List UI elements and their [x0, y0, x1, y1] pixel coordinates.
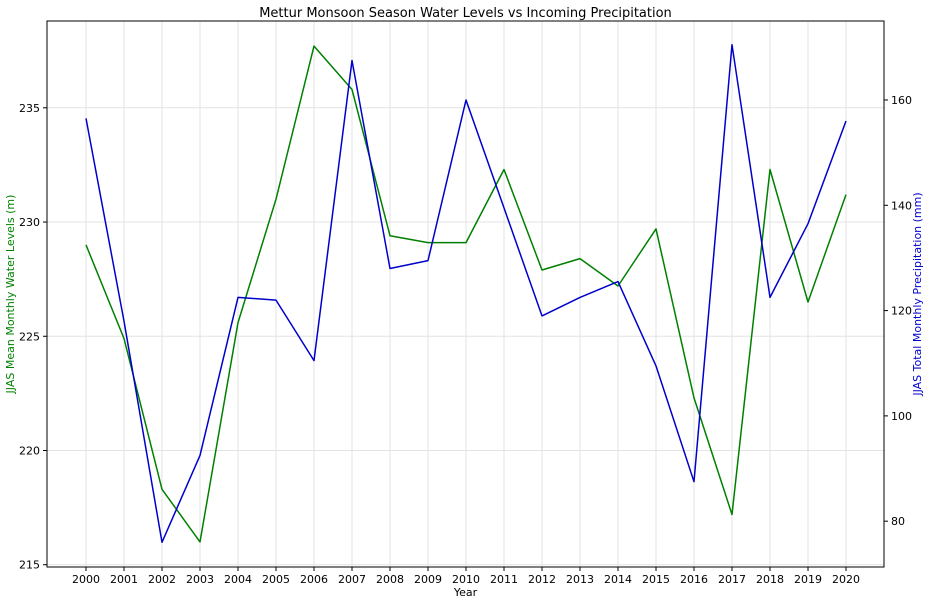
x-tick-label: 2018 [756, 573, 784, 586]
y-right-tick-label: 100 [891, 410, 912, 423]
chart-title: Mettur Monsoon Season Water Levels vs In… [259, 6, 672, 21]
y-left-tick-label: 225 [19, 330, 40, 343]
grid-layer [47, 21, 884, 567]
x-tick-label: 2016 [680, 573, 708, 586]
y-right-tick-label: 80 [891, 515, 905, 528]
x-tick-label: 2015 [642, 573, 670, 586]
y-left-axis-label: JJAS Mean Monthly Water Levels (m) [4, 195, 17, 395]
x-tick-label: 2017 [718, 573, 746, 586]
x-tick-label: 2019 [794, 573, 822, 586]
x-tick-label: 2009 [414, 573, 442, 586]
x-tick-label: 2011 [490, 573, 518, 586]
y-left-tick-label: 215 [19, 559, 40, 572]
y-left-tick-label: 230 [19, 216, 40, 229]
x-tick-label: 2005 [262, 573, 290, 586]
x-tick-label: 2012 [528, 573, 556, 586]
x-tick-label: 2000 [72, 573, 100, 586]
y-right-axis-label: JJAS Total Monthly Precipitation (mm) [911, 192, 924, 396]
x-tick-label: 2001 [110, 573, 138, 586]
y-right-tick-label: 160 [891, 94, 912, 107]
x-tick-label: 2014 [604, 573, 632, 586]
x-tick-label: 2008 [376, 573, 404, 586]
x-tick-label: 2006 [300, 573, 328, 586]
y-right-tick-label: 120 [891, 305, 912, 318]
x-tick-label: 2004 [224, 573, 252, 586]
y-left-tick-label: 220 [19, 444, 40, 457]
x-axis-label: Year [453, 586, 478, 599]
x-tick-label: 2020 [832, 573, 860, 586]
series-layer [85, 43, 847, 544]
x-tick-label: 2007 [338, 573, 366, 586]
precipitation-series-line [85, 43, 847, 544]
x-tick-label: 2010 [452, 573, 480, 586]
water-level-series-line [85, 45, 847, 543]
x-tick-label: 2013 [566, 573, 594, 586]
y-right-tick-label: 140 [891, 199, 912, 212]
tick-layer: 2000 2001 2002 2003 2004 2005 2006 2007 2008 2009… [19, 94, 912, 586]
x-tick-label: 2002 [148, 573, 176, 586]
y-left-tick-label: 235 [19, 102, 40, 115]
x-tick-label: 2003 [186, 573, 214, 586]
